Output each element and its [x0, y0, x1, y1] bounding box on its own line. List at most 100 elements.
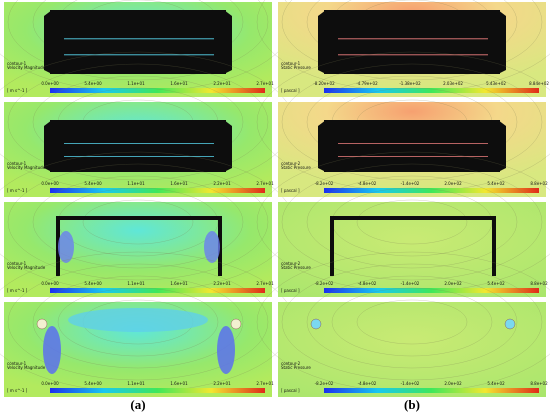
contour-line: [82, 199, 194, 245]
contour-line: [7, 0, 269, 81]
legend-unit: [ m s^-1 ]: [7, 188, 28, 193]
colorbar-tick-label: -8.2e+02: [315, 181, 334, 186]
colorbar-tick-label: 5.4e+02: [487, 281, 505, 286]
colorbar-tick-label: 8.8e+02: [530, 381, 548, 386]
colorbar-tick-label: 1.6e+01: [170, 181, 188, 186]
contour-line: [331, 287, 493, 357]
colorbar-tick-label: 0.0e+00: [41, 281, 59, 286]
colorbar-tick-label: 8.8e+02: [530, 181, 548, 186]
legend-contour: contour-1: [7, 61, 27, 66]
colorbar-tick-label: 2.7e+01: [256, 181, 274, 186]
legend-unit: [ m s^-1 ]: [7, 388, 28, 393]
vortex: [204, 231, 220, 263]
legend-contour: contour-2: [281, 361, 301, 366]
colorbar-tick-label: 8.84e+02: [529, 81, 549, 86]
colorbar-tick-label: -1.4e+02: [401, 381, 420, 386]
colorbar: [324, 388, 539, 393]
legend-quantity: Velocity Magnitude: [7, 265, 46, 270]
contour-line: [356, 199, 468, 245]
colorbar-tick-label: 2.0e+02: [444, 281, 462, 286]
contour-line: [281, 63, 543, 181]
colorbar-tick-label: 5.4e+00: [84, 281, 102, 286]
legend-contour: contour-1: [281, 61, 301, 66]
colorbar-tick-label: 1.6e+01: [170, 281, 188, 286]
contour-line: [281, 163, 543, 281]
end-plate: [44, 10, 52, 74]
colorbar: [50, 288, 265, 293]
colorbar-tick-label: -8.20e+02: [313, 81, 335, 86]
legend-quantity: Static Pressure: [281, 365, 311, 370]
end-plate: [498, 10, 506, 74]
colorbar-tick-label: 5.4e+00: [84, 81, 102, 86]
end-plate: [318, 120, 326, 172]
colorbar-tick-label: 1.6e+01: [170, 381, 188, 386]
legend-quantity: Static Pressure: [281, 265, 311, 270]
colorbar-tick-label: 5.43e+02: [486, 81, 506, 86]
colorbar-tick-label: 2.2e+01: [213, 381, 231, 386]
contour-line: [57, 287, 219, 357]
colorbar-tick-label: -4.8e+02: [358, 281, 377, 286]
colorbar-tick-label: 2.03e+02: [443, 81, 463, 86]
colorbar-tick-label: 0.0e+00: [41, 381, 59, 386]
colorbar-tick-label: 1.6e+01: [170, 81, 188, 86]
contour-line: [356, 299, 468, 345]
end-plate: [498, 120, 506, 172]
colorbar-tick-label: 5.4e+00: [84, 181, 102, 186]
legend-contour: contour-2: [281, 161, 301, 166]
structure: [324, 10, 500, 74]
structure: [330, 216, 334, 276]
contour-line: [32, 175, 244, 269]
contour-line: [32, 275, 244, 369]
colorbar-tick-label: -4.8e+02: [358, 181, 377, 186]
contour-line: [7, 163, 269, 281]
contour-field: [278, 302, 546, 397]
legend-quantity: Static Pressure: [281, 165, 311, 170]
legend-unit: [ pascal ]: [281, 188, 300, 193]
legend-unit: [ pascal ]: [281, 288, 300, 293]
vortex-core: [504, 318, 516, 330]
legend-unit: [ m s^-1 ]: [7, 288, 28, 293]
structure: [56, 216, 222, 220]
colorbar: [324, 88, 539, 93]
vortex: [217, 326, 235, 374]
vortex-core: [230, 318, 242, 330]
structure: [492, 216, 496, 276]
colorbar-tick-label: -1.4e+02: [401, 181, 420, 186]
legend-unit: [ m s^-1 ]: [7, 88, 28, 93]
legend-unit: [ pascal ]: [281, 388, 300, 393]
colorbar: [324, 188, 539, 193]
vortex: [58, 231, 74, 263]
panel-caption: (a): [130, 397, 145, 412]
colorbar-tick-label: -1.38e+02: [399, 81, 421, 86]
colorbar: [50, 188, 265, 193]
colorbar-tick-label: 2.0e+02: [444, 381, 462, 386]
end-plate: [224, 10, 232, 74]
vortex-core: [36, 318, 48, 330]
legend-quantity: Velocity Magnitude: [7, 65, 46, 70]
contour-line: [281, 263, 543, 381]
colorbar-tick-label: 2.2e+01: [213, 181, 231, 186]
colorbar-tick-label: 2.7e+01: [256, 381, 274, 386]
legend-quantity: Velocity Magnitude: [7, 365, 46, 370]
colorbar-tick-label: -4.79e+02: [356, 81, 378, 86]
colorbar-tick-label: 0.0e+00: [41, 181, 59, 186]
structure: [324, 120, 500, 172]
legend-unit: [ pascal ]: [281, 88, 300, 93]
colorbar-tick-label: 8.8e+02: [530, 281, 548, 286]
structure: [218, 216, 222, 276]
colorbar: [50, 388, 265, 393]
colorbar-tick-label: 2.2e+01: [213, 81, 231, 86]
colorbar-tick-label: 0.0e+00: [41, 81, 59, 86]
structure: [50, 10, 226, 74]
panel-caption: (b): [404, 397, 420, 412]
structure: [50, 120, 226, 172]
colorbar-tick-label: 1.1e+01: [127, 81, 145, 86]
colorbar-tick-label: 1.1e+01: [127, 381, 145, 386]
